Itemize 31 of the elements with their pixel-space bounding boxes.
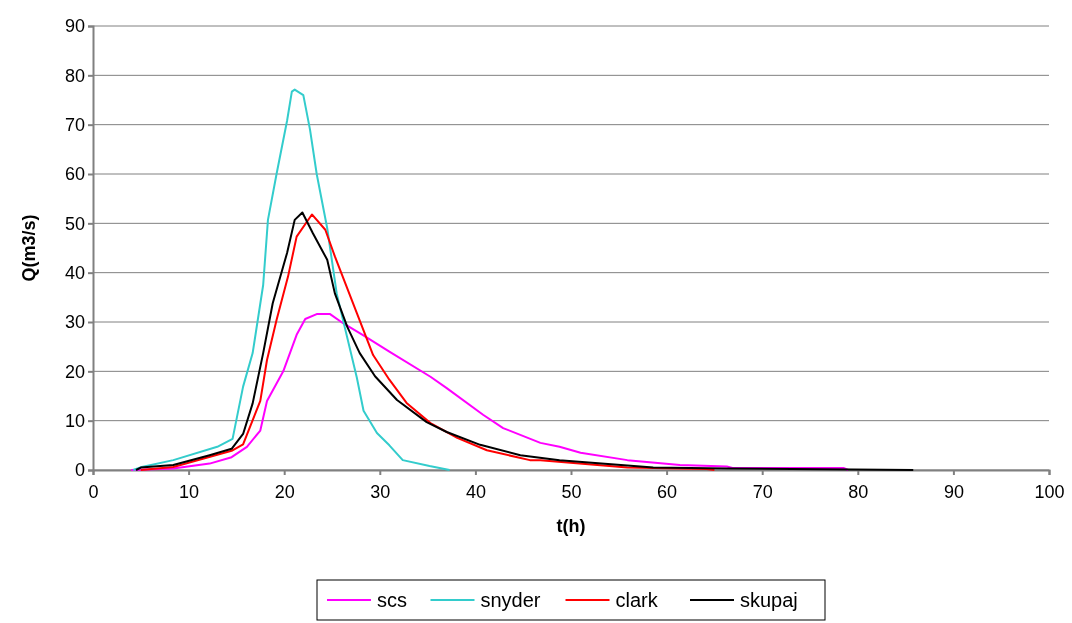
legend-label: scs [377, 589, 407, 611]
y-tick-label: 40 [64, 262, 85, 283]
y-axis-title: Q(m3/s) [19, 214, 39, 282]
x-tick-label: 30 [370, 481, 391, 502]
x-tick-label: 90 [943, 481, 964, 502]
line-series [132, 88, 451, 471]
line-series [135, 211, 915, 471]
y-tick-label: 90 [64, 16, 85, 37]
y-tick-label: 80 [64, 65, 85, 86]
y-tick-label: 10 [64, 410, 85, 431]
x-tick-label: 0 [88, 481, 99, 502]
y-tick-label: 0 [74, 460, 85, 481]
x-tick-label: 80 [848, 481, 869, 502]
x-tick-label: 60 [657, 481, 678, 502]
x-axis-title: t(h) [556, 516, 586, 536]
line-series [139, 213, 716, 471]
y-tick-label: 20 [64, 361, 85, 382]
legend-label: snyder [480, 589, 541, 611]
x-tick-label: 100 [1034, 481, 1065, 502]
x-tick-label: 10 [179, 481, 200, 502]
x-tick-label: 50 [561, 481, 582, 502]
y-tick-label: 70 [64, 114, 85, 135]
legend-label: skupaj [740, 589, 798, 611]
x-tick-label: 20 [274, 481, 295, 502]
y-tick-label: 50 [64, 213, 85, 234]
y-tick-label: 60 [64, 164, 85, 185]
line-series [130, 313, 850, 471]
x-tick-label: 40 [465, 481, 486, 502]
y-tick-label: 30 [64, 312, 85, 333]
legend-label: clark [615, 589, 659, 611]
x-tick-label: 70 [752, 481, 773, 502]
